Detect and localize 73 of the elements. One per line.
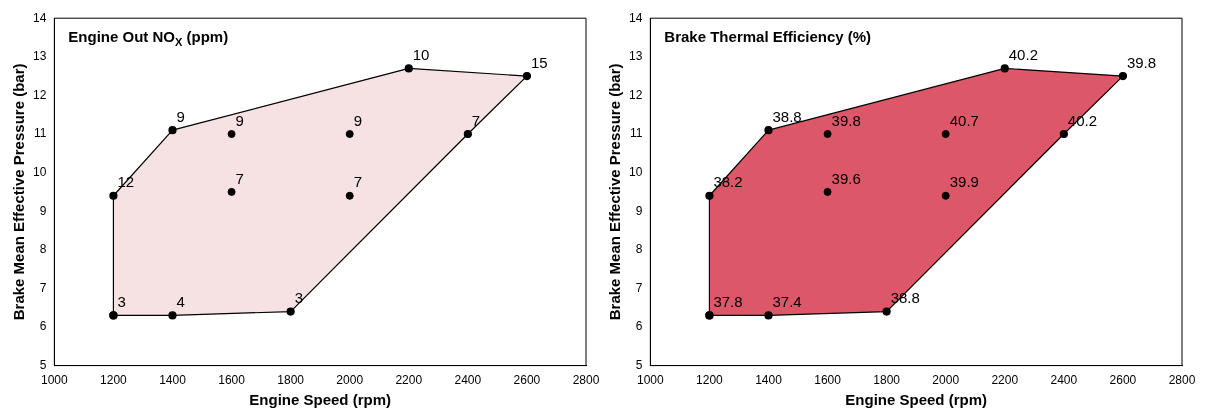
annotation: 15 [530,53,548,71]
annotation: 37.4 [772,293,802,311]
x-tick-label: 1000 [637,373,665,388]
point [941,191,950,200]
x-tick-label: 2600 [513,373,541,388]
annotation: 40.7 [949,111,979,129]
text: Brake Thermal Efficiency (%) [664,28,872,46]
x-tick-label: 1600 [814,373,842,388]
x-tick-label: 2600 [1109,373,1137,388]
y-tick-label: 13 [32,49,47,64]
y-tick-label: 7 [39,280,47,295]
annotation: 38.8 [772,107,802,125]
y-tick-label: 7 [635,280,643,295]
y-tick-label: 6 [39,319,47,334]
x-tick-label: 2400 [454,373,482,388]
x-axis-title: Engine Speed (rpm) [249,391,392,409]
annotation: 3 [117,293,126,311]
x-tick-label: 1000 [41,373,69,388]
point [823,130,832,138]
x-axis-title: Engine Speed (rpm) [845,391,988,409]
y-tick-label: 8 [39,242,47,257]
x-tick-label: 2200 [395,373,423,388]
y-axis-title: Brake Mean Effective Pressure (bar) [606,63,624,321]
annotation: 37.8 [713,293,743,311]
annotation: 7 [471,111,481,129]
point [345,130,354,138]
x-tick-label: 1400 [159,373,187,388]
y-tick-label: 6 [635,319,643,334]
annotation: 40.2 [1008,46,1038,64]
annotation: 7 [353,173,363,191]
y-tick-label: 9 [635,203,643,218]
x-tick-label: 1200 [696,373,724,388]
y-tick-label: 5 [39,357,47,372]
y-tick-label: 11 [33,126,47,141]
y-tick-label: 10 [628,164,643,179]
y-tick-label: 12 [628,87,643,102]
annotation: 9 [353,111,363,129]
y-tick-label: 5 [635,357,643,372]
y-tick-label: 8 [635,242,643,257]
y-tick-label: 12 [32,87,47,102]
y-tick-label: 14 [628,10,643,25]
x-tick-label: 2200 [991,373,1019,388]
x-tick-label: 1600 [218,373,246,388]
annotation: 4 [176,293,185,311]
annotation: 9 [176,107,185,125]
point [345,191,354,200]
point [941,130,950,138]
x-tick-label: 1800 [277,373,305,388]
y-tick-label: 11 [629,126,643,141]
x-tick-label: 1200 [100,373,128,388]
y-tick-label: 13 [628,49,643,64]
annotation: 39.9 [949,173,979,191]
y-tick-label: 10 [32,164,47,179]
annotation: 39.6 [831,169,861,187]
x-tick-label: 2800 [1168,373,1196,388]
point [823,187,832,196]
point [227,187,236,196]
annotation: 10 [412,46,430,64]
x-tick-label: 2000 [336,373,364,388]
x-tick-label: 2000 [932,373,960,388]
x-tick-label: 2800 [572,373,600,388]
x-tick-label: 1800 [873,373,901,388]
x-tick-label: 1400 [755,373,783,388]
y-tick-label: 9 [39,203,47,218]
y-tick-label: 14 [32,10,47,25]
annotation: 9 [235,111,244,129]
annotation: 3 [294,289,303,307]
annotation: 7 [235,169,244,187]
annotation: 39.8 [1126,53,1157,71]
point [227,130,236,138]
y-axis-title: Brake Mean Effective Pressure (bar) [10,63,28,321]
x-tick-label: 2400 [1050,373,1078,388]
annotation: 39.8 [831,111,861,129]
